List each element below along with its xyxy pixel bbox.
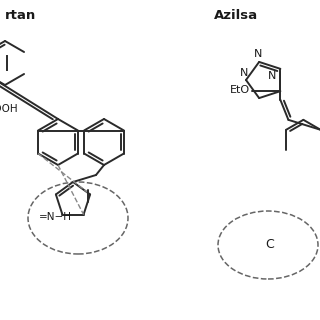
Text: =N−H: =N−H	[39, 212, 72, 221]
Text: COOH: COOH	[0, 104, 18, 114]
Text: Azilsa: Azilsa	[214, 9, 258, 22]
Text: N: N	[240, 68, 248, 78]
Text: rtan: rtan	[5, 9, 36, 22]
Text: C: C	[266, 238, 274, 252]
Text: EtO: EtO	[230, 85, 250, 95]
Text: N: N	[254, 49, 262, 59]
Text: N: N	[268, 71, 276, 81]
